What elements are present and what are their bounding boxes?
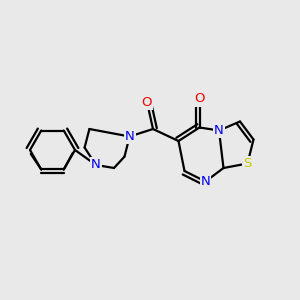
Text: N: N [125, 130, 134, 143]
Text: N: N [201, 175, 210, 188]
Text: O: O [194, 92, 205, 106]
Text: O: O [142, 95, 152, 109]
Text: N: N [214, 124, 224, 137]
Text: S: S [243, 157, 252, 170]
Text: N: N [91, 158, 101, 172]
